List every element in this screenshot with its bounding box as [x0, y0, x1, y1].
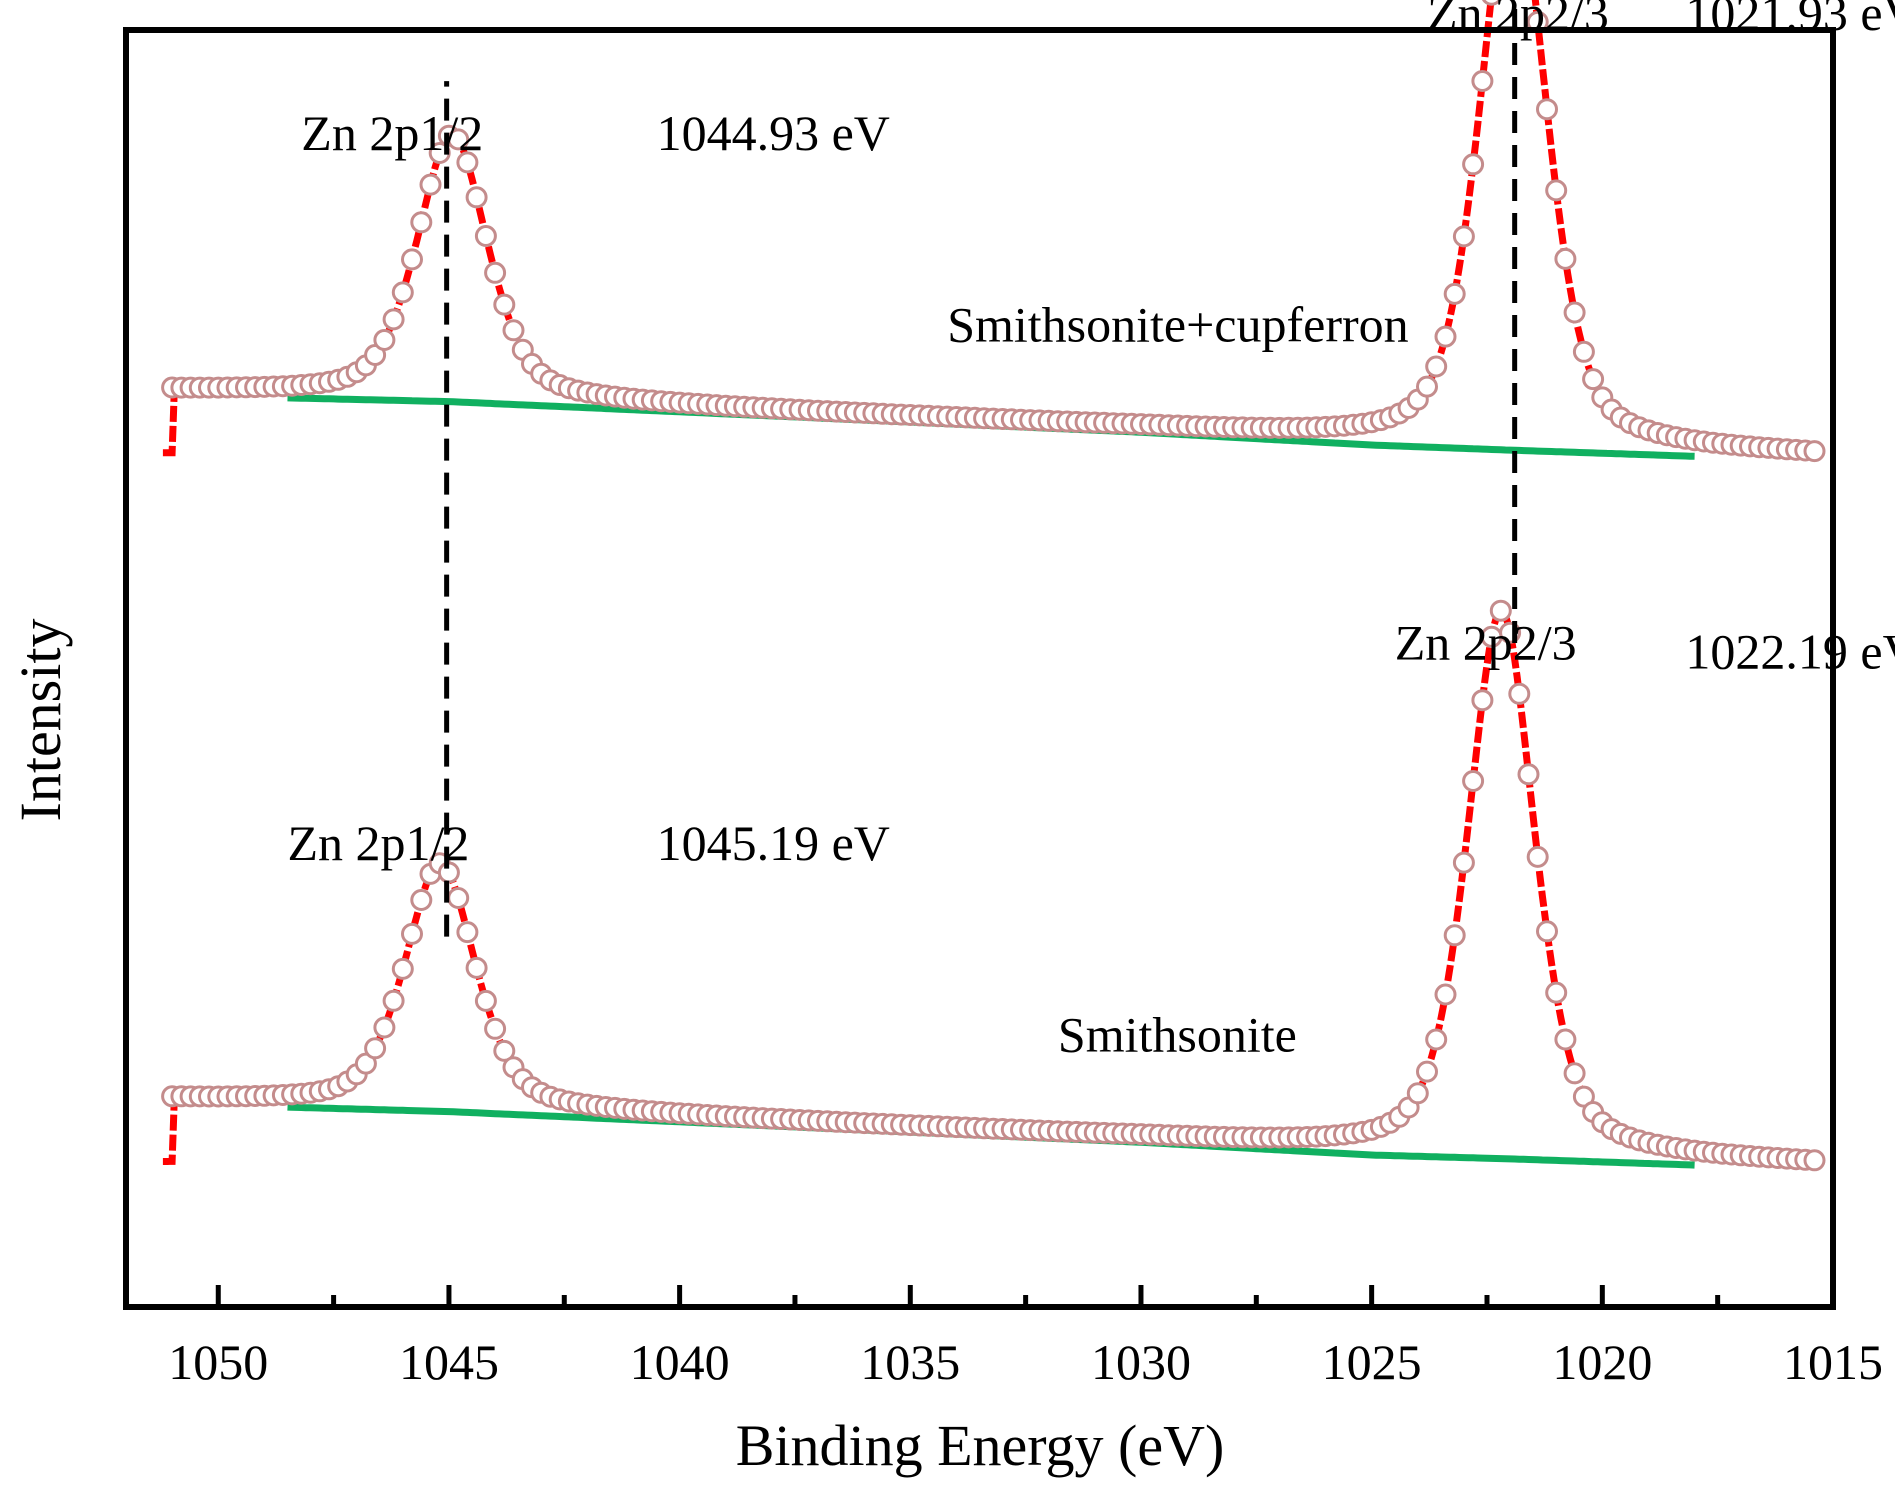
data-point [410, 211, 433, 234]
annotation: Smithsonite+cupferron [947, 297, 1408, 353]
raw-data-points [161, 0, 1826, 1172]
reference-lines [444, 0, 1518, 937]
data-point [373, 1016, 396, 1039]
data-point [373, 329, 396, 351]
data-point [391, 281, 414, 304]
data-point [456, 151, 479, 174]
data-point [391, 957, 414, 980]
data-point [1803, 1149, 1826, 1172]
data-point [1517, 763, 1540, 786]
data-point [1443, 924, 1466, 947]
data-point [1554, 1028, 1577, 1051]
x-tick-label: 1035 [860, 1334, 960, 1390]
data-point [447, 887, 470, 909]
data-point [484, 261, 507, 284]
data-point [1416, 375, 1438, 398]
annotation: Zn 2p2/3 [1395, 615, 1577, 671]
data-point [1563, 1062, 1586, 1085]
data-point [1425, 355, 1448, 378]
data-point [364, 1037, 387, 1060]
data-point [1462, 153, 1485, 176]
annotation: 1022.19 eV [1685, 624, 1895, 680]
x-axis-label: Binding Energy (eV) [736, 1413, 1225, 1478]
data-point [502, 319, 525, 342]
data-point [1545, 179, 1568, 202]
annotations: Zn 2p1/2 1044.93 eV Zn 2p2/3 1021.93 eV Smit… [288, 0, 1895, 1063]
data-point [474, 225, 497, 247]
data-point [1425, 1028, 1448, 1051]
data-point [1526, 845, 1549, 868]
x-tick-label: 1045 [399, 1334, 499, 1390]
data-point [1508, 682, 1531, 705]
y-axis-label: Intensity [8, 619, 73, 822]
x-tick-label: 1030 [1091, 1334, 1191, 1390]
data-point [1554, 247, 1577, 270]
x-tick-label: 1015 [1783, 1334, 1883, 1390]
x-tick-label: 1040 [630, 1334, 730, 1390]
data-point [1563, 301, 1586, 324]
x-tick-label: 1025 [1322, 1334, 1422, 1390]
data-point [382, 989, 405, 1012]
x-tick-label: 1020 [1552, 1334, 1652, 1390]
data-point [401, 248, 423, 271]
data-point [1536, 920, 1558, 943]
data-point [1452, 225, 1475, 248]
annotation: 1044.93 eV [657, 105, 890, 161]
plot-frame [123, 27, 1836, 1310]
data-point [465, 186, 488, 209]
data-point [410, 889, 433, 911]
data-point [1443, 282, 1466, 305]
annotation: Smithsonite [1058, 1007, 1297, 1063]
data-point [474, 989, 497, 1012]
annotation: 1021.93 eV [1685, 0, 1895, 41]
data-point [401, 922, 423, 945]
x-tick-label: 1050 [168, 1334, 268, 1390]
annotation: Zn 2p2/3 [1427, 0, 1609, 41]
annotation: Zn 2p1/2 [301, 105, 483, 161]
data-point [493, 293, 516, 316]
data-point [1481, 0, 1502, 6]
data-point [1462, 770, 1485, 792]
data-point [1416, 1060, 1438, 1083]
data-point [419, 173, 442, 196]
data-point [1536, 98, 1558, 121]
data-point [1452, 851, 1475, 874]
data-point [1434, 325, 1457, 348]
data-point [382, 308, 405, 331]
data-point [484, 1017, 507, 1040]
data-point [1582, 368, 1605, 391]
annotation: Zn 2p1/2 [288, 815, 470, 871]
data-point [1434, 983, 1457, 1006]
data-point [1406, 1082, 1429, 1105]
fit-lines [162, 0, 1815, 1165]
data-point [1489, 599, 1512, 622]
data-point [1471, 689, 1494, 712]
fit-line-0 [162, 0, 1815, 457]
x-axis-ticks [215, 1285, 1836, 1307]
data-point [465, 956, 488, 979]
data-point [1545, 981, 1568, 1004]
data-point [1803, 440, 1826, 463]
data-point [1471, 70, 1494, 92]
data-point [1572, 340, 1595, 363]
annotation: 1045.19 eV [657, 815, 890, 871]
x-axis-tick-labels: 1050 1045 1040 1035 1030 1025 1020 1015 [168, 1334, 1883, 1390]
data-point [493, 1039, 516, 1062]
data-point [456, 921, 479, 944]
